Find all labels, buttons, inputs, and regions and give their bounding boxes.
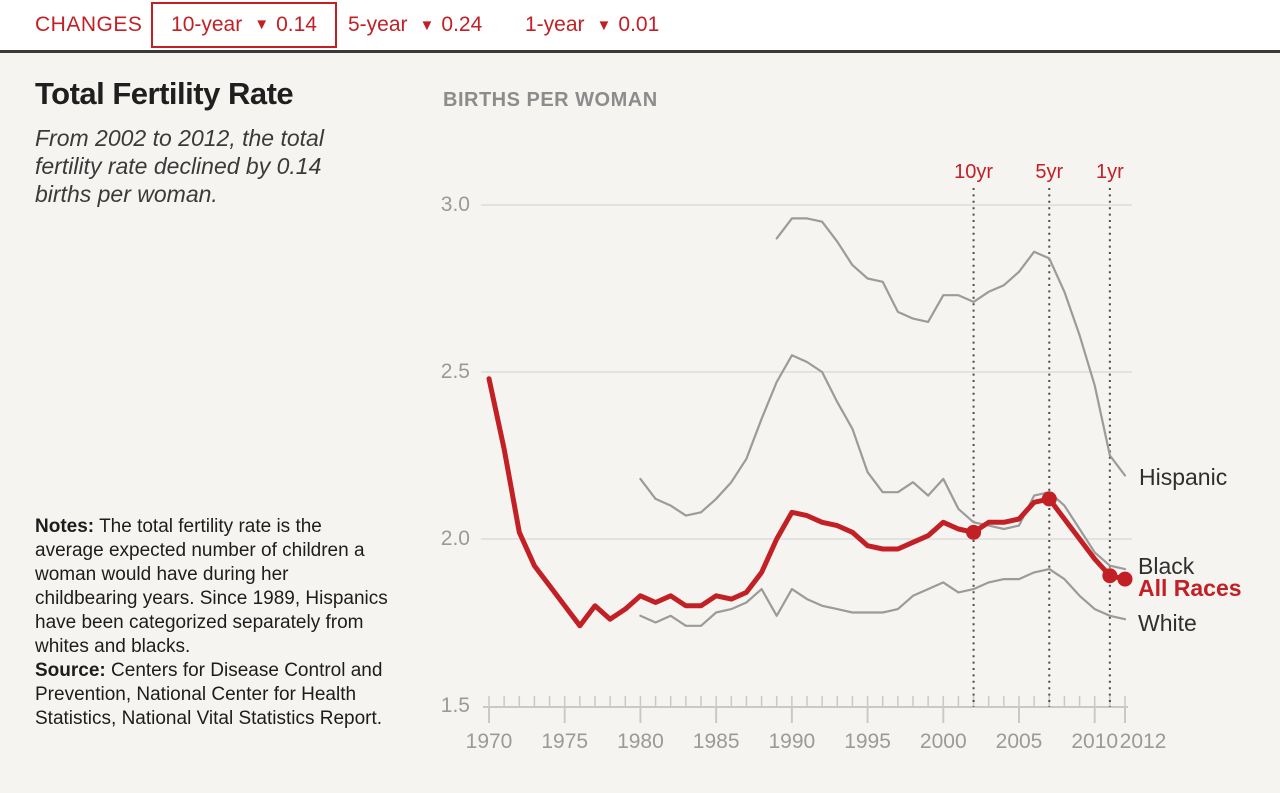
- x-axis-label: 1975: [541, 730, 589, 753]
- series-line-hispanic: [775, 217, 1127, 477]
- series-label-all-races: All Races: [1138, 575, 1242, 601]
- series-label-white: White: [1138, 610, 1197, 636]
- ref-line-label: 5yr: [1035, 161, 1064, 183]
- data-point-marker: [1117, 571, 1133, 587]
- data-point-marker: [966, 524, 982, 540]
- source-text: Centers for Disease Control and Preventi…: [35, 660, 383, 729]
- x-axis-label: 1990: [768, 730, 816, 753]
- change-item-value: 0.24: [441, 13, 483, 36]
- x-axis-label: 1985: [692, 730, 740, 753]
- chart-title: BIRTHS PER WOMAN: [443, 89, 658, 111]
- x-axis-label: 2000: [919, 730, 967, 753]
- change-item-1-year[interactable]: 1-year ▼ 0.01: [525, 13, 659, 37]
- y-axis-label: 2.5: [440, 360, 470, 383]
- notes-label: Notes:: [35, 516, 95, 537]
- x-axis-label: 1980: [617, 730, 664, 753]
- series-line-white: [639, 568, 1127, 627]
- x-axis-label: 2005: [995, 730, 1043, 753]
- x-axis-label: 1970: [465, 730, 513, 753]
- ref-line-label: 10yr: [954, 161, 994, 183]
- change-item-label: 10-year: [171, 13, 243, 36]
- source-label: Source:: [35, 660, 106, 681]
- ref-line-label: 1yr: [1095, 161, 1124, 183]
- series-label-black: Black: [1138, 553, 1195, 579]
- x-axis-label: 2012: [1119, 730, 1167, 753]
- x-axis-label: 2010: [1071, 730, 1119, 753]
- change-item-10-year[interactable]: 10-year ▼ 0.14: [151, 2, 337, 48]
- down-triangle-icon: ▼: [419, 17, 435, 34]
- series-line-black: [639, 354, 1127, 571]
- y-axis-label: 1.5: [440, 694, 470, 717]
- down-triangle-icon: ▼: [596, 17, 612, 34]
- change-item-label: 5-year: [348, 13, 408, 36]
- change-item-value: 0.14: [276, 13, 317, 36]
- page-title: Total Fertility Rate: [35, 76, 294, 111]
- change-item-label: 1-year: [525, 13, 585, 36]
- change-item-5-year[interactable]: 5-year ▼ 0.24: [348, 13, 482, 37]
- series-label-hispanic: Hispanic: [1139, 464, 1228, 490]
- data-point-marker: [1102, 568, 1118, 584]
- data-point-marker: [1041, 491, 1057, 507]
- y-axis-label: 3.0: [440, 193, 470, 216]
- series-line-all-races: [486, 376, 1128, 629]
- page-subtitle: From 2002 to 2012, the total fertility r…: [35, 125, 324, 207]
- notes-text: The total fertility rate is the average …: [35, 516, 388, 657]
- changes-label: CHANGES: [35, 13, 143, 36]
- down-triangle-icon: ▼: [254, 15, 270, 33]
- y-axis-label: 2.0: [440, 527, 470, 550]
- changes-toolbar: CHANGES 10-year ▼ 0.14 5-year ▼ 0.24 1-yea…: [0, 0, 1280, 53]
- x-axis-label: 1995: [844, 730, 891, 753]
- notes-block: Notes: The total fertility rate is the a…: [35, 515, 390, 731]
- change-item-value: 0.01: [618, 13, 660, 36]
